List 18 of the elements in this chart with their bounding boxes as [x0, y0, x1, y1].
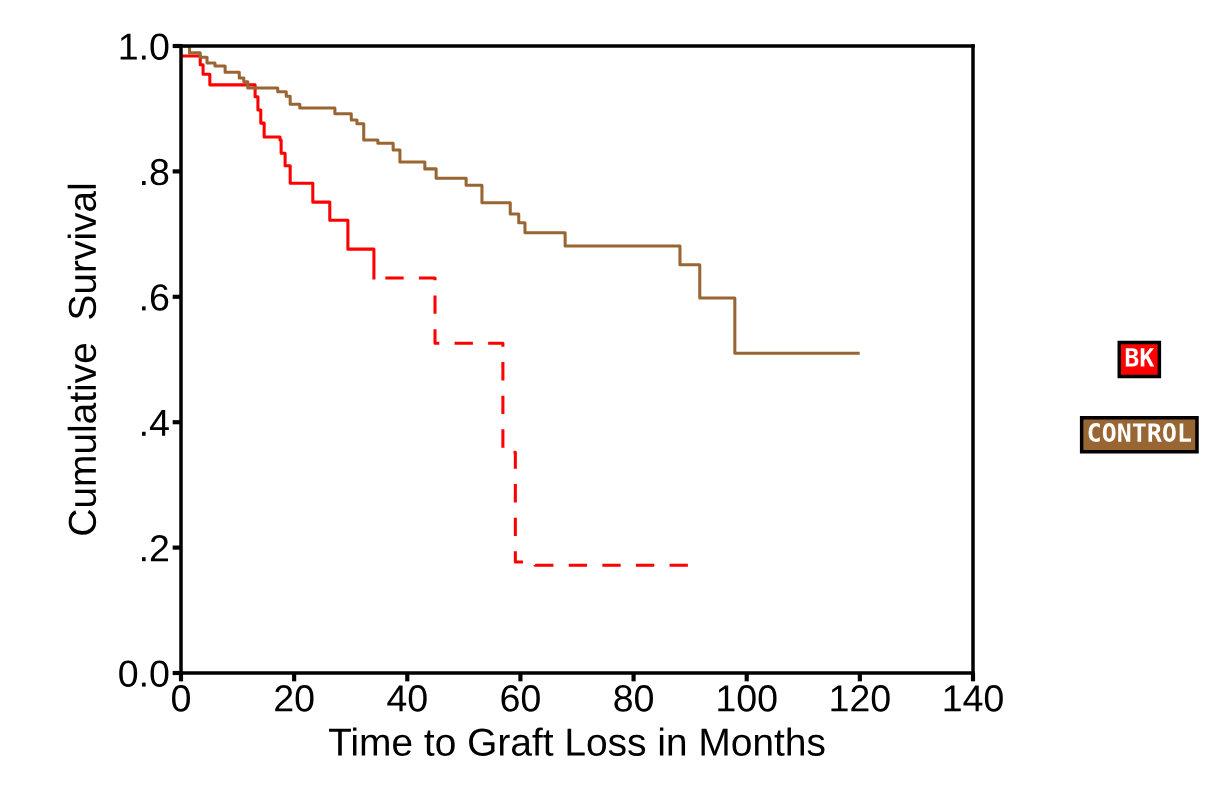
y-tick-label: .4 — [142, 409, 169, 436]
y-tick-label: .8 — [142, 158, 169, 186]
y-tick-label: 1.0 — [120, 33, 169, 60]
x-tick-label: 140 — [944, 685, 1003, 712]
text: BK — [1125, 348, 1155, 367]
x-tick-label: 80 — [614, 685, 653, 712]
x-tick-label: 120 — [831, 685, 890, 712]
y-axis-title: Cumulative Survival — [67, 184, 97, 535]
y-tick-label: .2 — [142, 535, 169, 562]
x-tick-label: 0 — [172, 685, 190, 712]
y-tick-label: .6 — [142, 284, 169, 311]
x-tick-label: 40 — [387, 685, 427, 712]
x-axis-title: Time to Graft Loss in Months — [329, 727, 825, 756]
text: CONTROL — [1088, 423, 1191, 442]
x-tick-label: 60 — [501, 685, 540, 712]
y-tick-label: 0.0 — [119, 660, 169, 687]
x-tick-label: 20 — [275, 685, 314, 712]
x-tick-label: 100 — [718, 685, 777, 712]
